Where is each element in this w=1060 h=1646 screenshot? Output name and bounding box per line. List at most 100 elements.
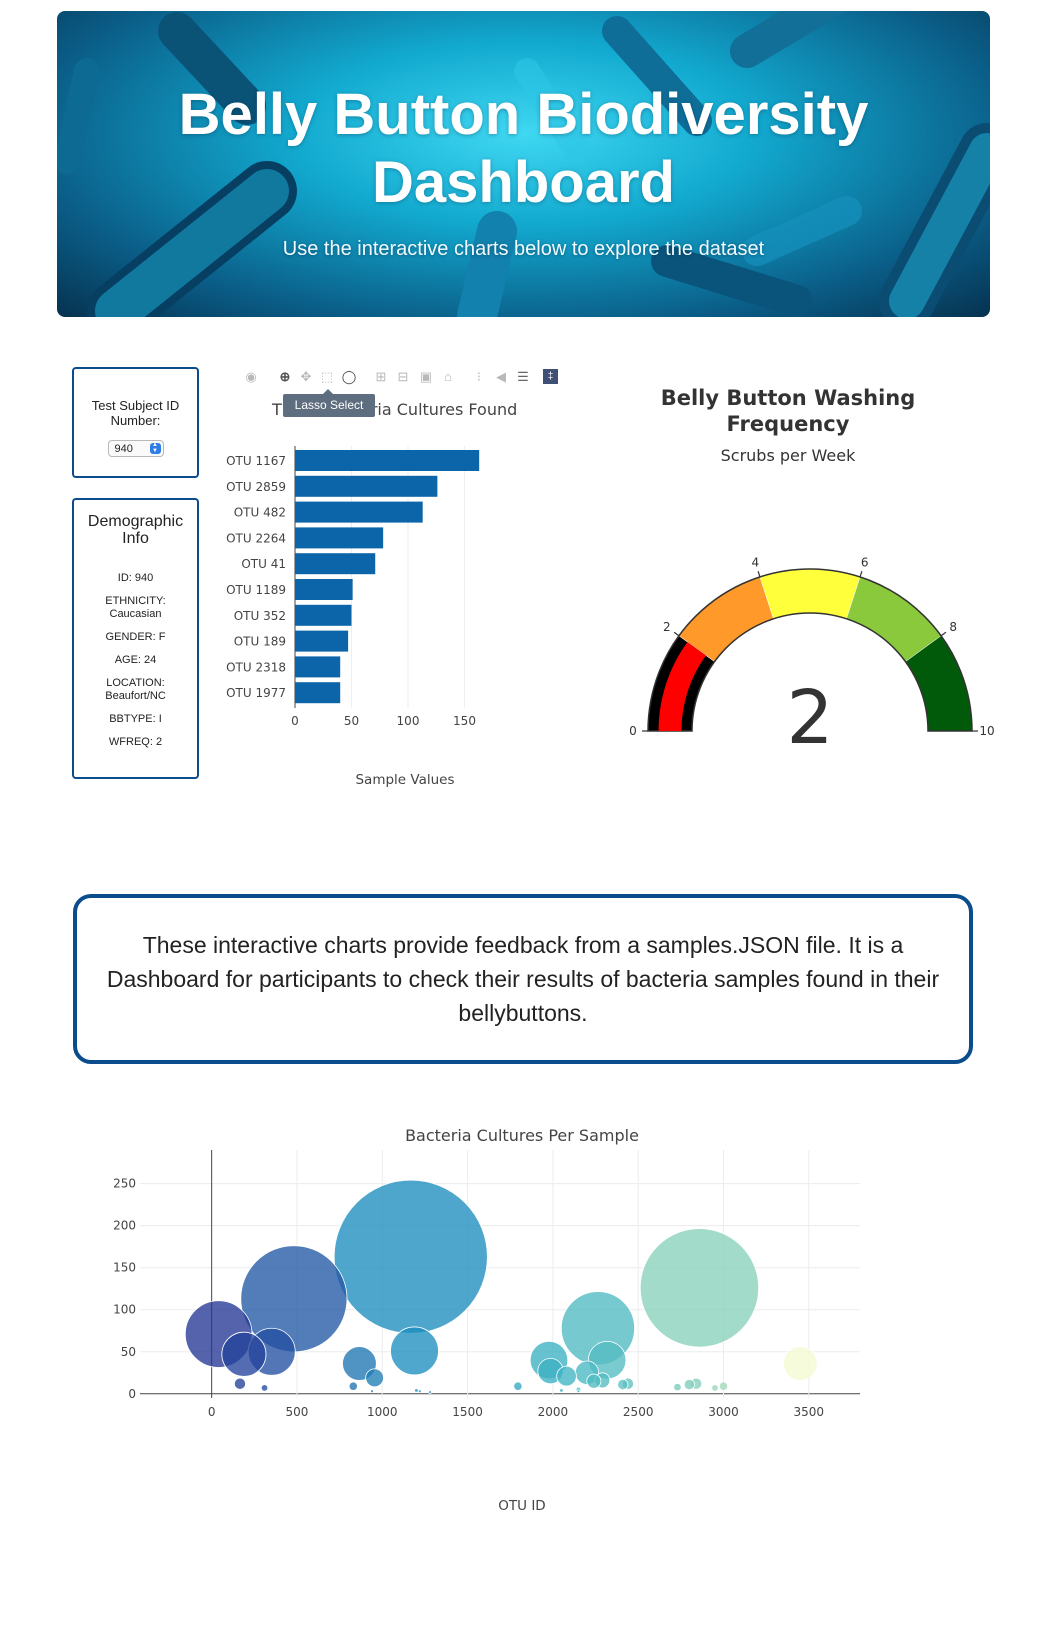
page-title: Belly Button Biodiversity Dashboard <box>57 81 990 217</box>
gauge-tick-label: 8 <box>949 620 957 634</box>
bubble-point[interactable] <box>560 1389 564 1393</box>
bar-category-label: OTU 1167 <box>226 454 286 468</box>
bar[interactable] <box>295 682 340 703</box>
autoscale-icon[interactable]: ▣ <box>418 369 434 385</box>
gauge-title-line-2: Frequency <box>727 412 850 436</box>
bar[interactable] <box>295 553 375 574</box>
bar[interactable] <box>295 527 383 548</box>
bubble-y-tick-label: 50 <box>121 1345 136 1359</box>
bubble-point[interactable] <box>366 1369 384 1387</box>
bar-x-tick-label: 100 <box>397 714 420 728</box>
bubble-point[interactable] <box>234 1378 245 1389</box>
box-select-icon[interactable]: ⬚ <box>319 369 335 385</box>
bubble-point[interactable] <box>222 1332 266 1376</box>
gauge-tick <box>758 571 760 577</box>
gauge-title-line-1: Belly Button Washing <box>661 386 916 410</box>
reset-axes-icon[interactable]: ⌂ <box>440 369 456 385</box>
bar-chart-category-labels: OTU 1167 OTU 2859 OTU 482 OTU 2264 OTU 41 OTU… <box>226 454 286 700</box>
bubble-point[interactable] <box>684 1379 694 1389</box>
bubble-point[interactable] <box>719 1382 727 1390</box>
bar-chart-title-tail: eria Cultures Found <box>361 400 517 419</box>
gauge-subtitle: Scrubs per Week <box>721 446 856 465</box>
demographic-item-location: LOCATION: Beaufort/NC <box>74 677 197 703</box>
demographic-item-ethnicity: ETHNICITY: Caucasian <box>74 595 197 621</box>
subject-selector-panel: Test Subject ID Number: 940 ▲ ▼ <box>72 367 199 478</box>
bar-x-tick-label: 50 <box>344 714 359 728</box>
bubble-point[interactable] <box>557 1366 577 1386</box>
bubble-point[interactable] <box>371 1390 374 1393</box>
info-text: These interactive charts provide feedbac… <box>105 928 941 1030</box>
gauge-tick-label: 0 <box>629 724 637 738</box>
plotly-logo-icon[interactable]: ‡ <box>543 369 558 384</box>
bubble-chart-title: Bacteria Cultures Per Sample <box>405 1126 639 1145</box>
spike-lines-icon[interactable]: ⁝ <box>471 369 487 385</box>
bubble-y-tick-label: 250 <box>113 1177 136 1191</box>
bubble-point[interactable] <box>640 1229 758 1347</box>
bubble-x-tick-label: 3000 <box>708 1405 739 1419</box>
plot-modebar: ◉ ⊕ ✥ ⬚ ◯ ⊞ ⊟ ▣ ⌂ ⁝ ◀ ☰ ‡ <box>243 367 583 389</box>
bar[interactable] <box>295 579 353 600</box>
bubble-x-tick-label: 2000 <box>538 1405 569 1419</box>
bar[interactable] <box>295 605 352 626</box>
hover-compare-icon[interactable]: ☰ <box>515 369 531 385</box>
bar-category-label: OTU 2859 <box>226 480 286 494</box>
bubble-x-tick-label: 1000 <box>367 1405 398 1419</box>
demographic-item-wfreq: WFREQ: 2 <box>74 736 197 749</box>
gauge-tick <box>941 632 946 636</box>
bubble-point[interactable] <box>418 1390 421 1393</box>
gauge-value: 2 <box>786 675 833 761</box>
bubble-y-tick-label: 150 <box>113 1261 136 1275</box>
bubble-point[interactable] <box>261 1385 268 1392</box>
zoom-in-icon[interactable]: ⊞ <box>373 369 389 385</box>
bubble-point[interactable] <box>415 1389 419 1393</box>
bar-category-label: OTU 41 <box>241 557 286 571</box>
gauge-tick-label: 6 <box>861 556 869 570</box>
bubble-point[interactable] <box>391 1327 439 1375</box>
demographic-info-panel: Demographic Info ID: 940 ETHNICITY: Cauc… <box>72 498 199 779</box>
bar[interactable] <box>295 502 423 523</box>
bar-chart-x-ticks: 0 50 100 150 <box>291 714 476 728</box>
bar-category-label: OTU 352 <box>234 609 286 623</box>
gauge-tick <box>674 632 679 636</box>
zoom-out-icon[interactable]: ⊟ <box>395 369 411 385</box>
bubble-point[interactable] <box>783 1347 817 1381</box>
bubble-x-tick-label: 3500 <box>794 1405 825 1419</box>
subject-id-dropdown[interactable]: 940 ▲ ▼ <box>108 440 164 457</box>
bubble-x-tick-label: 2500 <box>623 1405 654 1419</box>
lasso-select-icon[interactable]: ◯ <box>341 369 357 385</box>
demographic-item-id: ID: 940 <box>74 572 197 585</box>
info-box: These interactive charts provide feedbac… <box>73 894 973 1064</box>
zoom-icon[interactable]: ⊕ <box>277 369 293 385</box>
demographic-item-gender: GENDER: F <box>74 631 197 644</box>
bar[interactable] <box>295 656 340 677</box>
bubble-point[interactable] <box>349 1382 357 1390</box>
bubble-y-tick-label: 0 <box>128 1387 136 1401</box>
bubble-x-tick-label: 1500 <box>452 1405 483 1419</box>
gauge-tick-label: 4 <box>751 556 759 570</box>
bar[interactable] <box>295 476 437 497</box>
page-subtitle: Use the interactive charts below to expl… <box>57 238 990 261</box>
bubble-point[interactable] <box>334 1180 487 1333</box>
bar[interactable] <box>295 631 348 652</box>
bubble-point[interactable] <box>674 1383 682 1391</box>
gauge-step <box>760 569 860 619</box>
bubble-x-tick-label: 500 <box>286 1405 309 1419</box>
bubble-point[interactable] <box>514 1382 522 1390</box>
bubble-point[interactable] <box>429 1391 432 1394</box>
gauge-chart: Belly Button Washing Frequency Scrubs pe… <box>620 380 1020 800</box>
bar-category-label: OTU 2318 <box>226 660 286 674</box>
bubble-point[interactable] <box>577 1390 580 1393</box>
bar[interactable] <box>295 450 479 471</box>
pan-icon[interactable]: ✥ <box>298 369 314 385</box>
bubble-x-tick-label: 0 <box>208 1405 216 1419</box>
modebar-tooltip: Lasso Select <box>283 394 375 417</box>
hover-closest-icon[interactable]: ◀ <box>493 369 509 385</box>
gauge-tick-label: 10 <box>979 724 994 738</box>
bubble-point[interactable] <box>618 1379 628 1389</box>
camera-icon[interactable]: ◉ <box>243 369 259 385</box>
demographic-item-bbtype: BBTYPE: I <box>74 713 197 726</box>
bubble-y-tick-label: 200 <box>113 1219 136 1233</box>
bubble-point[interactable] <box>712 1385 719 1392</box>
bubble-point[interactable] <box>587 1374 601 1388</box>
bubble-chart-x-axis-title: OTU ID <box>498 1498 545 1514</box>
